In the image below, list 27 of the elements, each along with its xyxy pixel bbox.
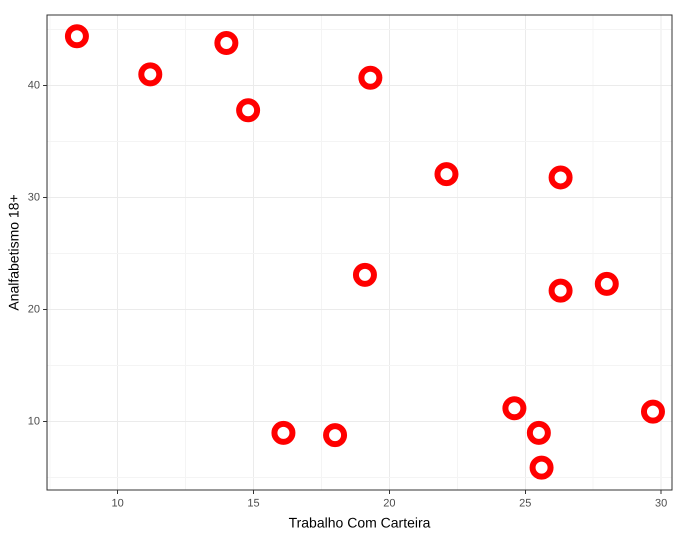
x-tick-label: 20 xyxy=(383,498,396,510)
point xyxy=(594,272,619,296)
x-tick-label: 10 xyxy=(112,498,124,510)
x-axis-title: Trabalho Com Carteira xyxy=(288,514,431,530)
point xyxy=(502,396,526,420)
point xyxy=(236,98,260,122)
point xyxy=(323,423,348,448)
point xyxy=(548,165,573,190)
point xyxy=(138,62,162,86)
y-tick-label: 40 xyxy=(28,80,40,92)
x-tick-label: 30 xyxy=(655,498,668,510)
y-axis-title: Analfabetismo 18+ xyxy=(5,194,22,311)
point xyxy=(271,420,296,445)
point xyxy=(64,24,89,48)
point xyxy=(640,400,665,424)
y-tick-label: 30 xyxy=(28,192,40,204)
point xyxy=(352,262,377,287)
point xyxy=(548,278,573,303)
x-tick-label: 25 xyxy=(519,498,532,510)
point xyxy=(526,420,551,445)
point xyxy=(530,456,554,480)
y-tick-label: 10 xyxy=(28,416,40,428)
y-tick-label: 20 xyxy=(28,304,40,316)
x-tick-label: 15 xyxy=(247,498,260,510)
point xyxy=(214,31,238,56)
point xyxy=(358,66,382,90)
point xyxy=(434,162,458,186)
